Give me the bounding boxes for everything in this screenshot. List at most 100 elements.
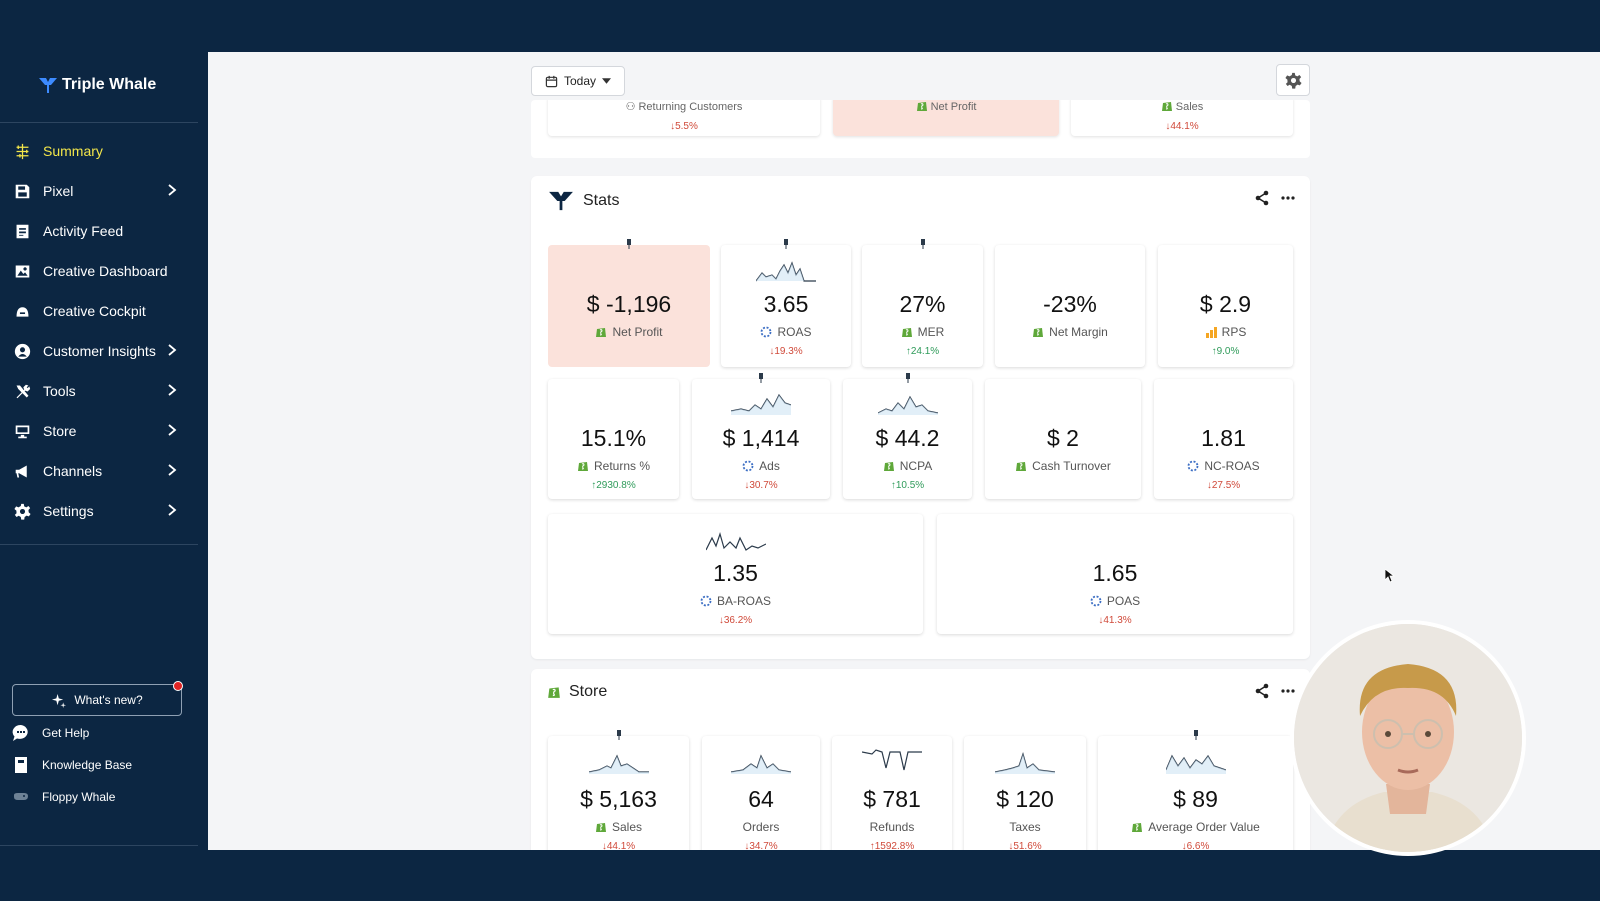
stat-card-ads[interactable]: $ 1,414 Ads ↓30.7% [692,373,830,499]
stat-card-cash-turnover[interactable]: $ 2 Cash Turnover [985,379,1141,499]
sidebar-divider [0,845,198,846]
knowledge-base-link[interactable]: Knowledge Base [12,756,132,774]
store-card-taxes[interactable]: $ 120 Taxes ↓51.6% [964,736,1086,850]
pixel-ring-icon [1090,595,1102,607]
stat-change: ↑10.5% [890,480,925,491]
store-card-average-order-value[interactable]: $ 89 Average Order Value ↓6.6% [1098,730,1293,850]
stat-card-nc-roas[interactable]: 1.81 NC-ROAS ↓27.5% [1154,379,1293,499]
sidebar-item-activity-feed[interactable]: Activity Feed [0,211,208,251]
stat-card-ba-roas[interactable]: 1.35 BA-ROAS ↓36.2% [548,514,923,634]
book-icon [15,757,27,773]
sidebar-item-tools[interactable]: Tools [0,371,208,411]
date-range-picker[interactable]: Today [531,66,625,96]
sidebar-item-pixel[interactable]: Pixel [0,171,208,211]
metric-label: Sales [1175,101,1204,113]
knowledge-base-label: Knowledge Base [42,758,133,772]
metric-card-net-profit[interactable]: Net Profit [833,100,1059,136]
stat-label: Cash Turnover [985,459,1141,473]
store-value: $ 781 [863,786,921,812]
sparkline [756,261,816,282]
pin-icon [616,730,621,740]
store-value: $ 5,163 [580,786,657,812]
stats-panel: Stats $ -1,196 Net Profit 3.65 ROAS ↓19.… [531,176,1310,659]
store-change: ↓6.6% [1181,841,1210,850]
stat-label: NC-ROAS [1154,459,1293,473]
date-range-label: Today [563,74,597,88]
stat-card-returns[interactable]: 15.1% Returns % ↑2930.8% [548,379,679,499]
stat-change: ↓27.5% [1206,480,1241,491]
store-card-refunds[interactable]: $ 781 Refunds ↑1592.8% [832,736,952,850]
shopify-icon [596,328,607,337]
presenter-video [1294,624,1522,852]
sidebar-item-label: Store [43,423,77,439]
store-card-orders[interactable]: 64 Orders ↓34.7% [702,736,820,850]
app-logo[interactable]: Triple Whale [38,76,156,94]
sidebar-item-creative-dashboard[interactable]: Creative Dashboard [0,251,208,291]
pin-icon [627,239,631,249]
settings-icon [12,501,32,521]
store-card-sales[interactable]: $ 5,163 Sales ↓44.1% [548,730,689,850]
stat-label: BA-ROAS [548,594,923,608]
store-label: Average Order Value [1098,820,1293,834]
stat-card-net-margin[interactable]: -23% Net Margin [995,245,1145,367]
stat-label: Ads [692,459,830,473]
store-label: Orders [742,820,780,834]
stat-label: RPS [1158,325,1293,339]
pin-icon [905,373,910,383]
stat-value: $ 2.9 [1199,291,1252,317]
sidebar-item-creative-cockpit[interactable]: Creative Cockpit [0,291,208,331]
shopify-icon [883,462,894,471]
chevron-right-icon [168,424,177,436]
stat-label: POAS [937,594,1293,608]
stat-label: Returns % [548,459,679,473]
store-label: Refunds [869,820,915,834]
sidebar-item-store[interactable]: Store [0,411,208,451]
share-icon[interactable] [1254,190,1270,206]
stat-card-net-profit[interactable]: $ -1,196 Net Profit [548,239,710,367]
floppy-whale-link[interactable]: Floppy Whale [12,788,115,806]
sidebar-item-settings[interactable]: Settings [0,491,208,531]
stat-label: ROAS [721,325,851,339]
pixel-icon [12,181,32,201]
stat-value: $ 44.2 [875,425,940,451]
stat-card-roas[interactable]: 3.65 ROAS ↓19.3% [721,239,851,367]
stat-card-ncpa[interactable]: $ 44.2 NCPA ↑10.5% [843,373,972,499]
metric-card-sales[interactable]: Sales ↓44.1% [1071,100,1293,136]
stat-card-rps[interactable]: $ 2.9 RPS ↑9.0% [1158,245,1293,367]
stat-change: ↑24.1% [905,346,940,357]
more-options-icon[interactable] [1280,683,1296,699]
shopify-icon [901,328,912,337]
sidebar-item-label: Customer Insights [43,343,156,359]
floppy-whale-label: Floppy Whale [42,790,116,804]
metric-change: ↓44.1% [1165,121,1199,132]
get-help-link[interactable]: Get Help [12,724,89,742]
tools-icon [12,381,32,401]
creative-cockpit-icon [12,301,32,321]
stat-card-mer[interactable]: 27% MER ↑24.1% [862,239,983,367]
shopify-icon [916,102,927,111]
whats-new-button[interactable]: What's new? [12,681,183,716]
whats-new-label: What's new? [74,693,143,707]
get-help-label: Get Help [42,726,90,740]
stat-card-poas[interactable]: 1.65 POAS ↓41.3% [937,514,1293,634]
bar-chart-icon [1205,327,1217,338]
metric-label: Returning Customers [638,101,743,113]
notification-dot [173,681,183,691]
presenter-avatar [1294,624,1522,852]
sidebar-item-channels[interactable]: Channels [0,451,208,491]
metric-card-returning-customers[interactable]: ⚇ Returning Customers ↓5.5% [548,100,820,136]
chevron-right-icon [168,344,177,356]
shopify-icon [577,462,588,471]
creative-dashboard-icon [12,261,32,281]
share-icon[interactable] [1254,683,1270,699]
shopify-icon [595,823,606,832]
sidebar-item-summary[interactable]: Summary [0,131,208,171]
store-value: $ 120 [996,786,1054,812]
store-value: $ 89 [1173,786,1218,812]
whale-tail-icon [549,191,573,211]
sidebar-item-customer-insights[interactable]: Customer Insights [0,331,208,371]
chevron-right-icon [168,464,177,476]
more-options-icon[interactable] [1280,190,1296,206]
dashboard-settings-button[interactable] [1276,64,1310,96]
stat-value: 27% [899,291,946,317]
